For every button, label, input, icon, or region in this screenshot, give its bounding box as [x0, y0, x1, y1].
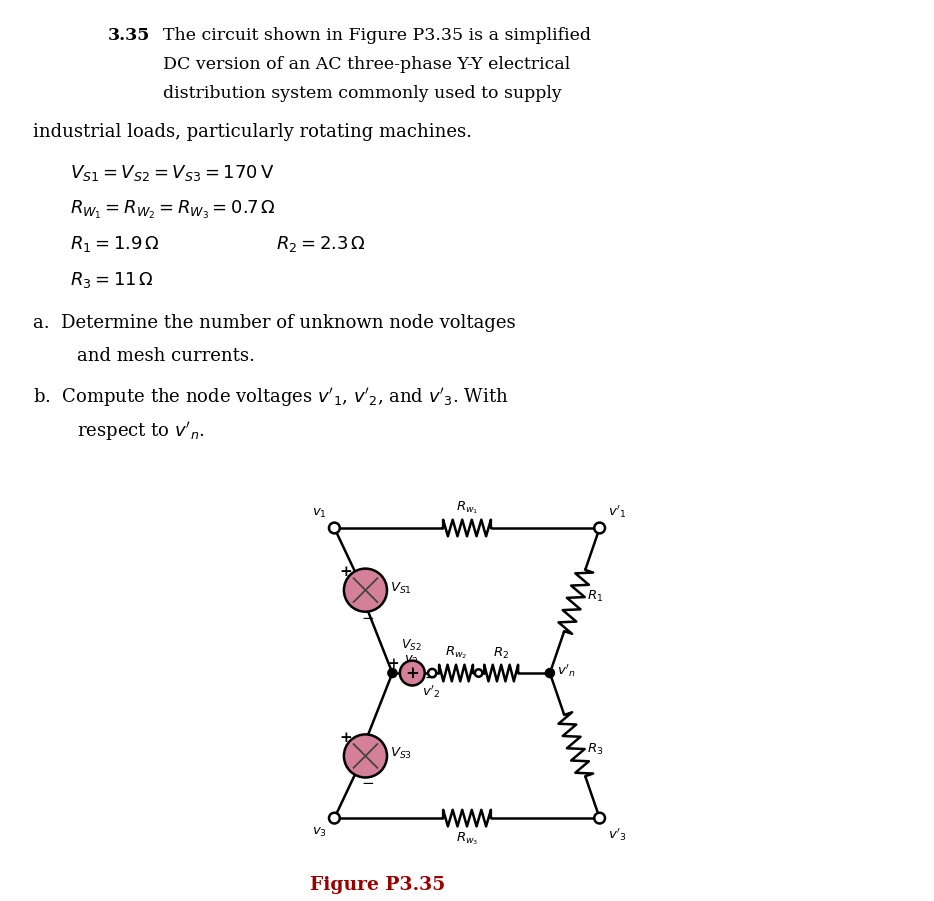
Text: respect to $v'_n$.: respect to $v'_n$. — [77, 420, 205, 442]
Text: $v'_2$: $v'_2$ — [422, 683, 441, 700]
Text: $v'_1$: $v'_1$ — [608, 503, 627, 520]
Text: $R_3$: $R_3$ — [587, 742, 603, 757]
Circle shape — [329, 813, 340, 824]
Text: distribution system commonly used to supply: distribution system commonly used to sup… — [163, 86, 562, 103]
Text: $v_2$: $v_2$ — [404, 654, 418, 667]
Text: $v'_3$: $v'_3$ — [608, 826, 627, 843]
Text: and mesh currents.: and mesh currents. — [77, 348, 254, 366]
Text: $-$: $-$ — [361, 776, 375, 789]
Circle shape — [474, 669, 482, 677]
Text: DC version of an AC three-phase Y-Y electrical: DC version of an AC three-phase Y-Y elec… — [163, 57, 571, 74]
Text: $-$: $-$ — [361, 610, 375, 623]
Circle shape — [329, 523, 340, 533]
Text: +: + — [340, 731, 352, 744]
Circle shape — [594, 813, 605, 824]
Text: +: + — [340, 565, 352, 578]
Text: $v_1$: $v_1$ — [312, 506, 327, 520]
Text: $R_2 = 2.3\,\Omega$: $R_2 = 2.3\,\Omega$ — [276, 233, 365, 253]
Circle shape — [545, 669, 555, 678]
Text: $-$: $-$ — [424, 669, 436, 683]
Text: $R_{W_1} = R_{W_2} = R_{W_3} = 0.7\,\Omega$: $R_{W_1} = R_{W_2} = R_{W_3} = 0.7\,\Ome… — [70, 198, 276, 221]
Text: $R_{w_2}$: $R_{w_2}$ — [445, 644, 467, 660]
Text: $V_{S2}$: $V_{S2}$ — [401, 638, 422, 653]
Text: a.  Determine the number of unknown node voltages: a. Determine the number of unknown node … — [33, 314, 516, 332]
Text: $V_{S1}$: $V_{S1}$ — [390, 580, 412, 596]
Text: 3.35: 3.35 — [107, 27, 149, 44]
Text: $R_{w_3}$: $R_{w_3}$ — [456, 831, 478, 847]
Text: +: + — [388, 657, 400, 671]
Text: The circuit shown in Figure P3.35 is a simplified: The circuit shown in Figure P3.35 is a s… — [163, 27, 591, 44]
Text: b.  Compute the node voltages $v'_1$, $v'_2$, and $v'_3$. With: b. Compute the node voltages $v'_1$, $v'… — [33, 386, 508, 409]
Text: $v'_n$: $v'_n$ — [558, 662, 576, 679]
Text: Figure P3.35: Figure P3.35 — [309, 876, 445, 894]
Circle shape — [344, 569, 387, 612]
Text: industrial loads, particularly rotating machines.: industrial loads, particularly rotating … — [33, 123, 472, 141]
Text: $V_{S3}$: $V_{S3}$ — [390, 746, 413, 761]
Text: $R_1$: $R_1$ — [587, 589, 603, 604]
Circle shape — [594, 523, 605, 533]
Circle shape — [388, 669, 397, 678]
Text: $R_1 = 1.9\,\Omega$: $R_1 = 1.9\,\Omega$ — [70, 233, 160, 253]
Circle shape — [400, 660, 425, 686]
Text: $v_3$: $v_3$ — [312, 826, 327, 840]
Circle shape — [344, 734, 387, 778]
Text: +: + — [405, 665, 419, 681]
Text: $V_{S1} = V_{S2} = V_{S3} = 170\,\mathrm{V}$: $V_{S1} = V_{S2} = V_{S3} = 170\,\mathrm… — [70, 163, 275, 183]
Text: $R_{w_1}$: $R_{w_1}$ — [456, 499, 478, 515]
Text: $R_3 = 11\,\Omega$: $R_3 = 11\,\Omega$ — [70, 270, 154, 290]
Circle shape — [428, 669, 436, 678]
Text: $R_2$: $R_2$ — [493, 645, 509, 660]
